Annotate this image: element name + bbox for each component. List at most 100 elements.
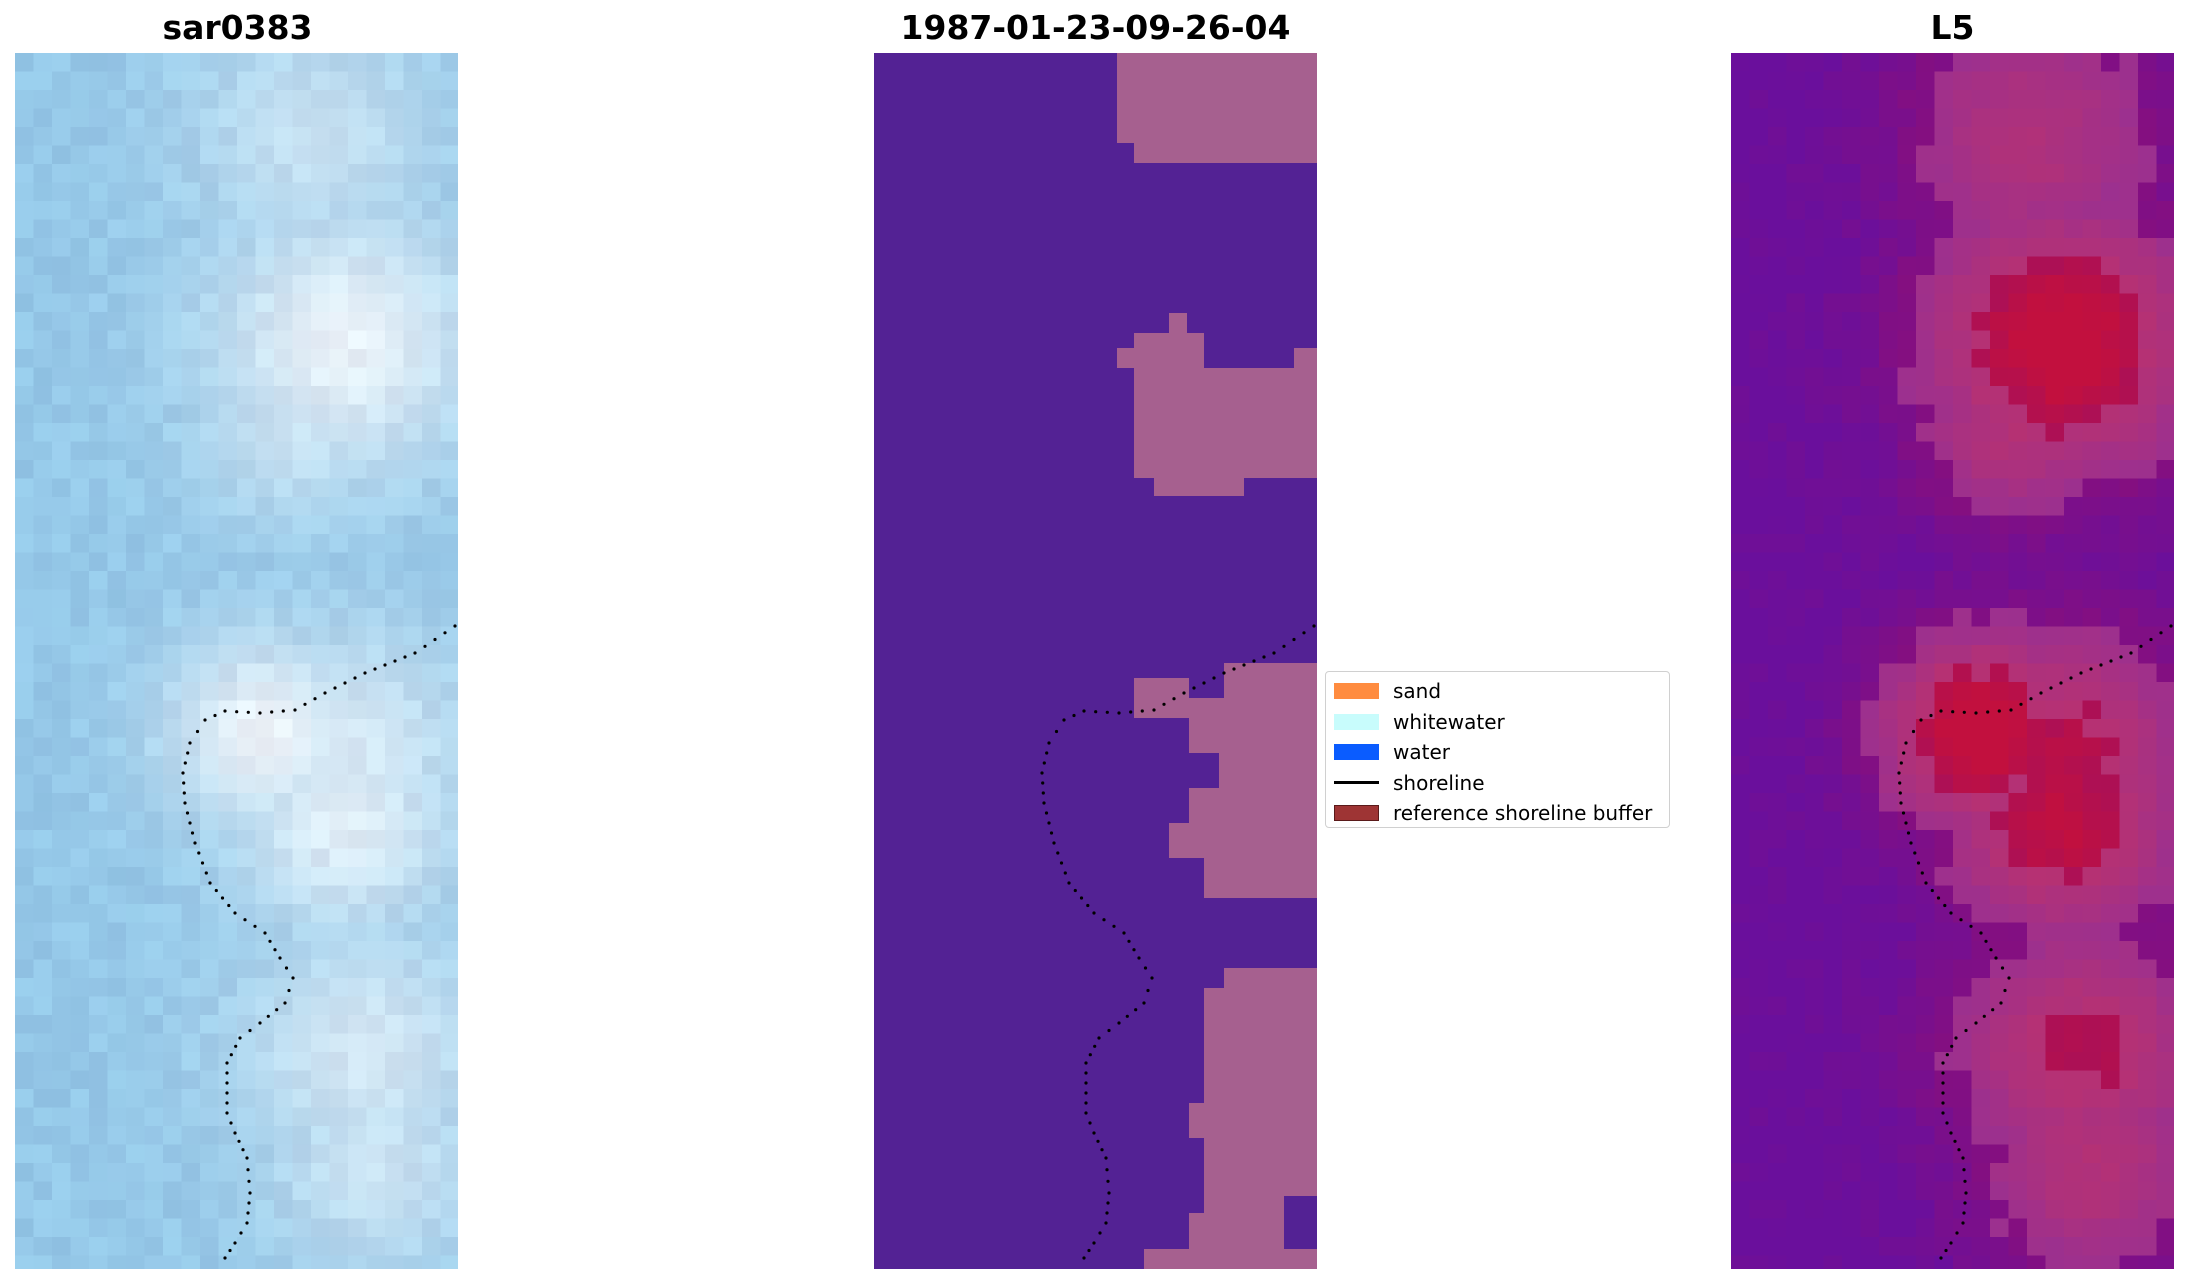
image-tile: [2101, 108, 2121, 128]
image-tile: [2138, 1107, 2158, 1127]
image-tile: [422, 978, 442, 998]
image-tile: [89, 238, 109, 258]
image-tile: [348, 349, 368, 369]
image-tile: [1731, 793, 1751, 813]
image-tile: [70, 238, 90, 258]
image-tile: [181, 441, 201, 461]
image-tile: [403, 312, 423, 332]
image-tile: [1879, 164, 1899, 184]
image-tile: [1934, 682, 1954, 702]
image-tile: [1971, 145, 1991, 165]
image-tile: [1786, 793, 1806, 813]
image-tile: [237, 330, 257, 350]
image-tile: [1823, 404, 1843, 424]
image-tile: [1749, 423, 1769, 443]
image-tile: [163, 515, 183, 535]
image-tile: [1916, 238, 1936, 258]
image-tile: [181, 1237, 201, 1257]
image-tile: [163, 386, 183, 406]
image-tile: [403, 201, 423, 221]
image-tile: [2008, 904, 2028, 924]
image-tile: [200, 441, 220, 461]
image-tile: [2138, 127, 2158, 147]
image-tile: [1953, 53, 1973, 73]
image-tile: [255, 238, 275, 258]
image-tile: [1897, 71, 1917, 91]
image-tile: [1731, 645, 1751, 665]
image-tile: [366, 1126, 386, 1146]
image-tile: [366, 830, 386, 850]
image-tile: [1749, 663, 1769, 683]
shoreline-dot: [1042, 761, 1046, 765]
image-tile: [1860, 312, 1880, 332]
image-tile: [2119, 1218, 2139, 1238]
image-tile: [1971, 959, 1991, 979]
image-tile: [52, 608, 72, 628]
image-tile: [2008, 1107, 2028, 1127]
image-tile: [2027, 1218, 2047, 1238]
image-tile: [1860, 848, 1880, 868]
image-tile: [274, 885, 294, 905]
image-tile: [1768, 1237, 1788, 1257]
image-tile: [33, 1033, 53, 1053]
image-tile: [126, 108, 146, 128]
shoreline-dot: [1202, 681, 1206, 685]
image-tile: [2027, 1015, 2047, 1035]
image-tile: [422, 885, 442, 905]
image-tile: [422, 756, 442, 776]
image-tile: [1805, 330, 1825, 350]
image-tile: [1768, 515, 1788, 535]
image-tile: [107, 1144, 127, 1164]
image-tile: [200, 1107, 220, 1127]
image-tile: [2082, 1015, 2102, 1035]
image-tile: [2082, 552, 2102, 572]
image-tile: [1823, 1255, 1843, 1269]
image-tile: [2027, 1181, 2047, 1201]
image-tile: [89, 386, 109, 406]
image-tile: [181, 1163, 201, 1183]
image-tile: [1842, 978, 1862, 998]
image-tile: [1990, 404, 2010, 424]
image-tile: [1971, 1144, 1991, 1164]
image-tile: [1731, 312, 1751, 332]
image-tile: [200, 996, 220, 1016]
image-tile: [163, 275, 183, 295]
image-tile: [237, 848, 257, 868]
image-tile: [181, 256, 201, 276]
image-tile: [1879, 1089, 1899, 1109]
shoreline-dot: [1092, 911, 1096, 915]
shoreline-dot: [1132, 948, 1136, 952]
image-tile: [237, 238, 257, 258]
image-tile: [1934, 386, 1954, 406]
image-tile: [1768, 127, 1788, 147]
image-tile: [1934, 404, 1954, 424]
image-tile: [2045, 145, 2065, 165]
legend-item-shoreline: shoreline: [1326, 768, 1669, 799]
image-tile: [1934, 441, 1954, 461]
image-tile: [237, 293, 257, 313]
image-tile: [181, 645, 201, 665]
image-tile: [237, 700, 257, 720]
image-tile: [33, 589, 53, 609]
image-tile: [237, 959, 257, 979]
image-tile: [440, 515, 458, 535]
image-tile: [1879, 1163, 1899, 1183]
image-tile: [126, 756, 146, 776]
image-tile: [2027, 904, 2047, 924]
image-tile: [1842, 312, 1862, 332]
image-tile: [1953, 941, 1973, 961]
image-tile: [89, 608, 109, 628]
image-tile: [2138, 793, 2158, 813]
image-tile: [1768, 571, 1788, 591]
image-tile: [440, 441, 458, 461]
image-tile: [200, 275, 220, 295]
image-tile: [292, 349, 312, 369]
image-tile: [329, 867, 349, 887]
shoreline-dot: [1052, 841, 1056, 845]
image-tile: [200, 127, 220, 147]
image-tile: [2101, 1033, 2121, 1053]
image-tile: [1916, 645, 1936, 665]
shoreline-dot: [1904, 741, 1908, 745]
image-tile: [126, 811, 146, 831]
image-tile: [126, 404, 146, 424]
